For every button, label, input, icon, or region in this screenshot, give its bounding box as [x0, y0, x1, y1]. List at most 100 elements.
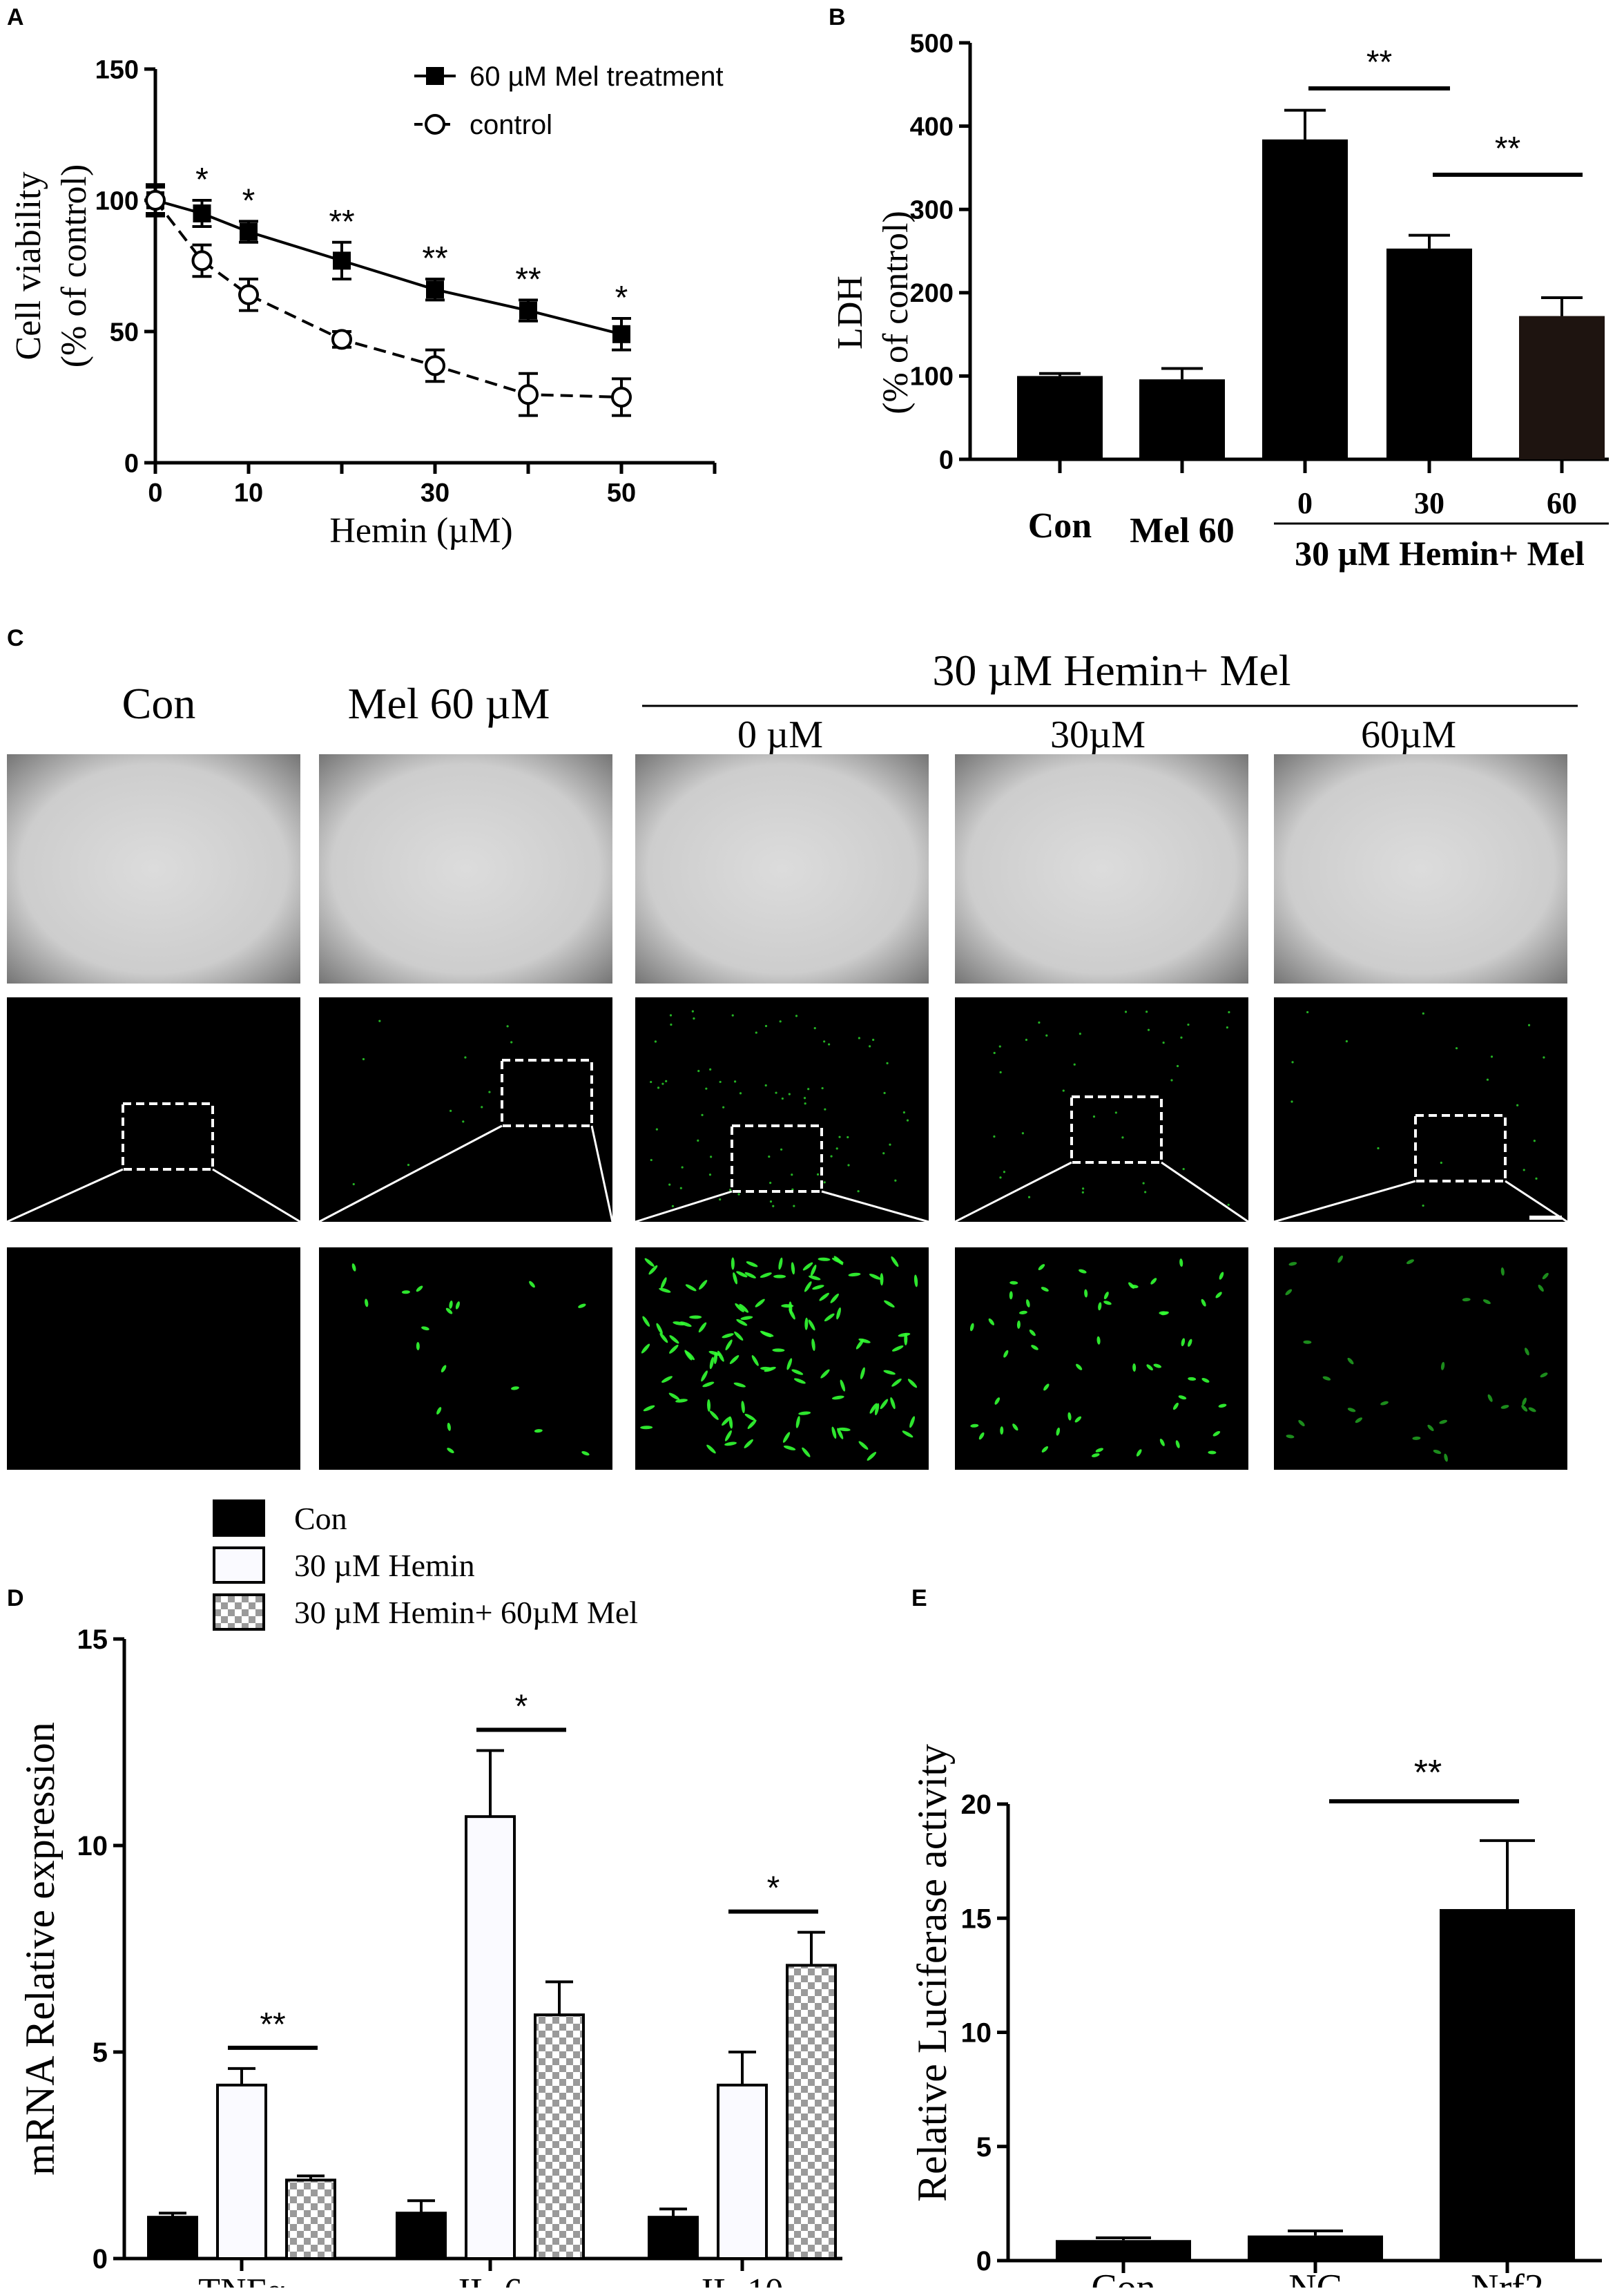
cell-mark [902, 1430, 914, 1438]
cell-mark [793, 1378, 806, 1384]
bar-con [396, 2212, 447, 2260]
cell-mark [669, 1335, 679, 1344]
cell-mark [709, 1410, 719, 1420]
cell-dot [828, 1043, 831, 1046]
cell-mark [1525, 1348, 1529, 1356]
cell-mark [717, 1350, 724, 1362]
cell-mark [1201, 1298, 1206, 1307]
cell-dot [1182, 1167, 1185, 1171]
y-tick-label: 10 [77, 1831, 108, 1861]
cell-dot [1345, 1040, 1348, 1043]
cell-dot [728, 1189, 732, 1191]
brightfield-image [7, 754, 300, 984]
cell-dot [1062, 1089, 1065, 1092]
cell-dot [872, 1038, 875, 1042]
cell-dot [1142, 1182, 1145, 1185]
cell-mark [773, 1274, 786, 1278]
significance-marker: * [767, 1870, 780, 1907]
x-tick-label: TNFα [198, 2272, 284, 2288]
y-tick-label: 0 [976, 2246, 992, 2276]
cell-dot [993, 1051, 996, 1055]
y-tick-label: 0 [939, 445, 954, 475]
cell-dot [665, 1080, 668, 1082]
cell-dot [1147, 1028, 1150, 1031]
cell-mark [741, 1401, 745, 1414]
cell-mark [1026, 1299, 1030, 1307]
cell-dot [671, 1205, 675, 1207]
cell-mark [782, 1432, 791, 1443]
bar-nc [1248, 2235, 1383, 2261]
cell-mark [578, 1303, 586, 1308]
legend-swatch-1 [213, 1546, 265, 1584]
bar-2 [1262, 139, 1348, 459]
data-point-control [238, 284, 259, 305]
cell-mark [1188, 1339, 1192, 1347]
cell-mark [804, 1317, 809, 1330]
y-tick-label: 15 [961, 1904, 992, 1934]
bar-0 [1017, 376, 1103, 459]
cell-dot [869, 1045, 871, 1048]
cell-dot [999, 1071, 1002, 1074]
bar-30-m-hemin-60-m-mel [534, 2013, 585, 2260]
cell-dot [999, 1176, 1002, 1179]
significance-marker: ** [329, 204, 354, 240]
cell-dot [1027, 1196, 1031, 1198]
x-axis-label: Hemin (µM) [329, 511, 512, 550]
cell-mark [1067, 1412, 1072, 1421]
cell-dot [1486, 1078, 1489, 1081]
cell-mark [909, 1416, 915, 1428]
cell-dot [775, 1091, 777, 1094]
y-axis-label: LDH [831, 276, 870, 349]
cell-mark [659, 1332, 668, 1343]
cell-mark [421, 1326, 429, 1331]
cell-dot [1082, 1187, 1085, 1190]
cell-mark [1219, 1272, 1224, 1280]
cell-mark [1076, 1363, 1083, 1370]
zoom-line [1161, 1161, 1249, 1223]
zoom-box [122, 1102, 214, 1171]
cell-dot [650, 1080, 652, 1084]
cell-dot [804, 1102, 806, 1105]
bar-con [648, 2216, 699, 2260]
cell-dot [838, 1135, 841, 1138]
bar-con [147, 2216, 198, 2260]
cell-dot [764, 1024, 768, 1028]
data-point-control [331, 329, 352, 350]
zoom-line [1273, 1180, 1416, 1223]
cell-mark [1132, 1363, 1137, 1372]
cell-mark [970, 1424, 979, 1428]
cell-dot [768, 1155, 771, 1158]
cell-mark [365, 1298, 369, 1307]
cell-mark [702, 1381, 715, 1388]
cell-dot [661, 1082, 664, 1085]
brightfield-image [635, 754, 929, 984]
x-tick-label: 50 [607, 479, 636, 508]
cell-mark [744, 1413, 756, 1421]
bar-30-m-hemin [216, 2083, 267, 2261]
y-axis-label: (% of control) [876, 211, 916, 414]
cell-dot [722, 1106, 725, 1109]
cell-mark [351, 1263, 356, 1272]
cell-dot [847, 1135, 849, 1139]
column-label-hemin-60: 60µM [1361, 713, 1456, 756]
cell-dot [1226, 1026, 1228, 1029]
cell-dot [510, 1041, 513, 1044]
bar-30-m-hemin [717, 2083, 768, 2261]
cell-dot [1291, 1061, 1294, 1064]
cell-mark [740, 1316, 753, 1321]
cell-mark [679, 1321, 692, 1327]
cell-mark [818, 1257, 831, 1261]
significance-marker: * [242, 182, 255, 219]
cell-dot [407, 1164, 410, 1167]
cell-mark [401, 1290, 410, 1294]
cell-mark [795, 1416, 800, 1428]
cell-dot [769, 1182, 772, 1185]
zoom-line [635, 1190, 733, 1223]
cell-mark [733, 1272, 738, 1285]
cell-mark [883, 1370, 896, 1375]
cell-mark [436, 1407, 442, 1415]
cell-mark [722, 1416, 731, 1426]
cell-mark [728, 1416, 733, 1429]
fluorescence-zoom-image [319, 1247, 612, 1470]
